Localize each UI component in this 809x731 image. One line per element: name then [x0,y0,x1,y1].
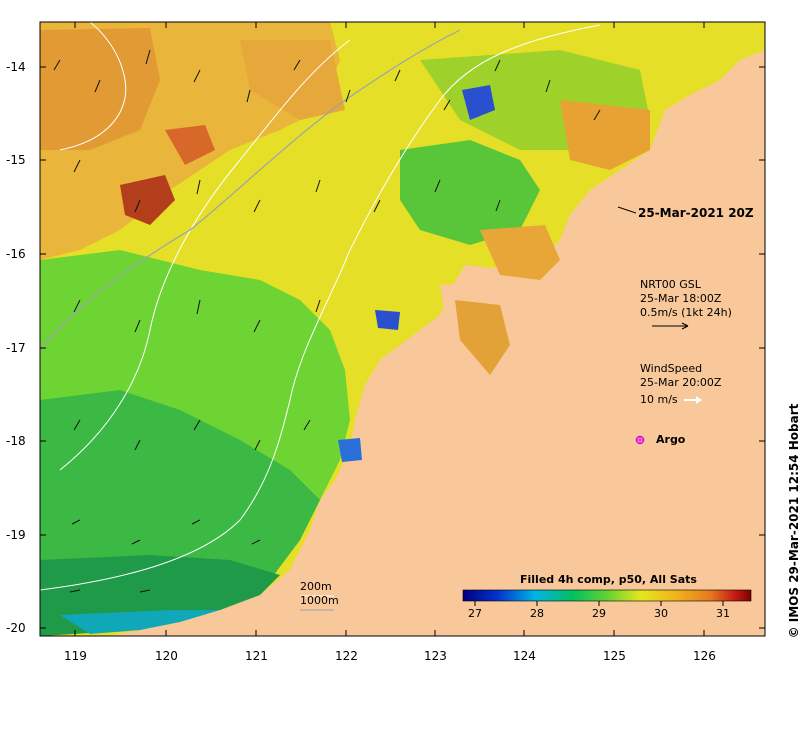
lat-tick-label: -14 [6,60,26,74]
lon-tick-label: 121 [245,649,268,663]
colorbar-title: Filled 4h comp, p50, All Sats [520,573,697,586]
wind-vectors [53,49,601,593]
contour-1000-label: 1000m [300,594,339,607]
colorbar-tick-label: 27 [468,607,482,620]
lat-tick-label: -15 [6,153,26,167]
lat-tick-label: -16 [6,247,26,261]
lon-tick-label: 122 [335,649,358,663]
lon-tick-label: 125 [603,649,626,663]
lon-tick-label: 119 [64,649,87,663]
lat-tick-label: -19 [6,528,26,542]
lon-tick-label: 120 [155,649,178,663]
colorbar-tick-label: 28 [530,607,544,620]
map-figure [39,21,766,637]
time-label: 25-Mar-2021 20Z [638,206,754,220]
lon-tick-label: 124 [513,649,536,663]
colorbar-tick-label: 30 [654,607,668,620]
credit-label: © IMOS 29-Mar-2021 12:54 Hobart [787,403,801,639]
wind-scale-arrow [684,396,702,404]
lat-tick-label: -20 [6,621,26,635]
colorbar-tick-label: 31 [716,607,730,620]
sst-field [40,22,765,636]
wind-title: WindSpeed [640,362,703,375]
plot-frame [39,21,766,637]
current-scale: 0.5m/s (1kt 24h) [640,306,732,319]
wind-time: 25-Mar 20:00Z [640,376,722,389]
lon-tick-label: 123 [424,649,447,663]
colorbar-ticks [474,601,724,606]
wind-scale: 10 m/s [640,393,678,406]
argo-icon [635,435,645,445]
lat-tick-label: -17 [6,341,26,355]
lon-tick-label: 126 [693,649,716,663]
colorbar-tick-label: 29 [592,607,606,620]
time-label-pointer [617,206,637,214]
argo-label: Argo [656,433,686,446]
current-title: NRT00 GSL [640,278,701,291]
bathymetry-contours [40,22,601,591]
contour-200-label: 200m [300,580,332,593]
current-scale-arrow [652,322,689,330]
axis-ticks [40,22,765,636]
lat-tick-label: -18 [6,434,26,448]
colorbar [462,589,752,602]
current-time: 25-Mar 18:00Z [640,292,722,305]
